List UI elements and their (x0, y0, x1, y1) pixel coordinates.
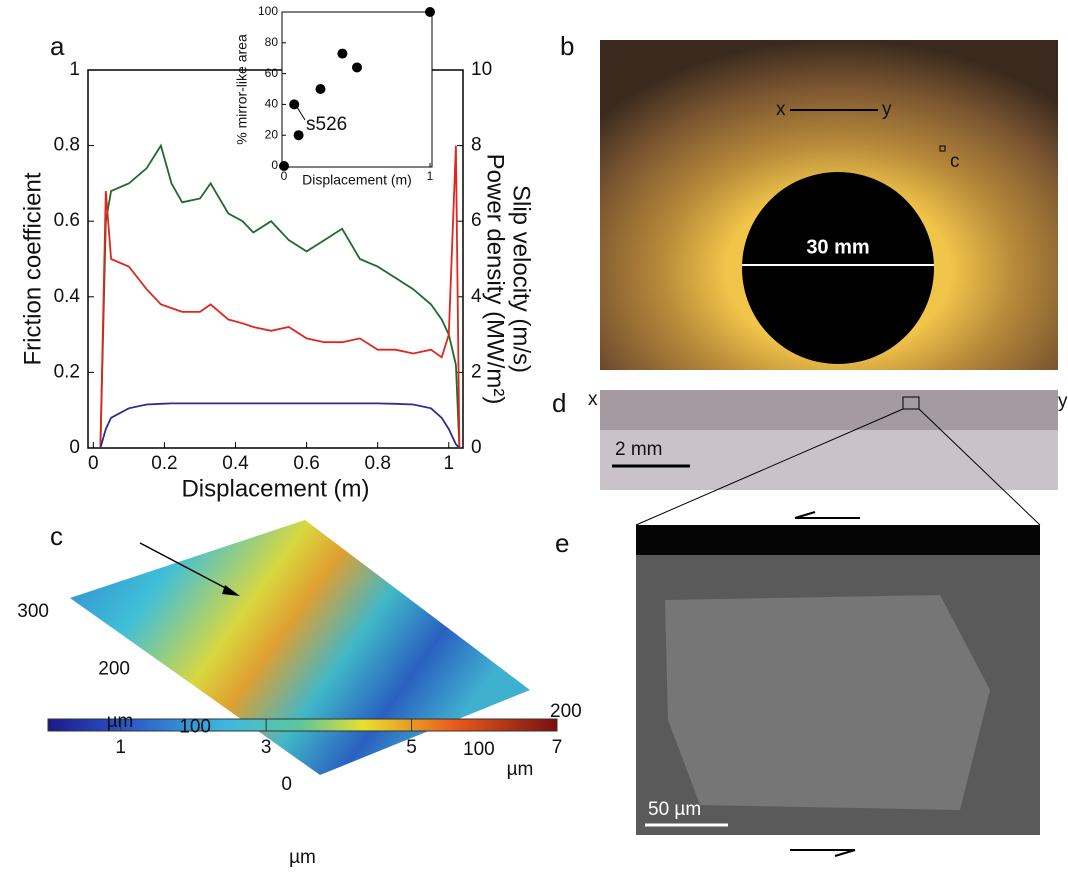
scale-label: 50 µm (648, 799, 701, 820)
y2-tick-label: 4 (471, 286, 482, 307)
y2-tick-label: 10 (471, 59, 492, 80)
x-tick-label: 7 (552, 737, 563, 758)
x-axis-label: µm (507, 759, 534, 780)
x-tick-label: 1 (443, 453, 454, 474)
x-tick-label: 1 (115, 737, 126, 758)
point (316, 84, 326, 94)
point (425, 7, 435, 17)
marker: x (588, 389, 598, 410)
x-tick-label: 5 (406, 737, 417, 758)
panel-label: e (555, 528, 569, 558)
panel-label: c (50, 521, 63, 551)
x-axis-label: µm (289, 847, 316, 868)
marker: x (776, 99, 786, 120)
shear-arrow (790, 850, 855, 856)
x-tick-label: 0 (281, 169, 288, 183)
scale-label: 30 mm (806, 236, 869, 258)
marker: c (950, 151, 960, 172)
panel-label: b (560, 31, 574, 61)
page: a b c d e 30 mm x y c x y 2 mm 50 µm 00.… (0, 0, 1068, 875)
inset-frame (282, 12, 432, 167)
x-tick-label: 0.8 (364, 453, 390, 474)
photo-band (600, 390, 1058, 430)
y-tick-label: 0.8 (54, 135, 80, 156)
point (337, 49, 347, 59)
marker: y (1058, 391, 1068, 412)
y-axis-label: % mirror-like area (234, 34, 250, 145)
y-tick-label: 200 (98, 659, 130, 680)
photo-top (636, 525, 1040, 555)
y-tick-label: 0.6 (54, 210, 80, 231)
y-tick-label: 0 (281, 774, 292, 795)
y-tick-label: 20 (265, 127, 279, 141)
y-tick-label: 40 (265, 97, 279, 111)
y2-tick-label: 0 (471, 437, 482, 458)
x-axis-label: Displacement (m) (302, 172, 412, 188)
x-tick-label: 0.2 (151, 453, 177, 474)
surface (70, 520, 530, 775)
series-line (100, 403, 459, 448)
x-tick-label: 3 (261, 737, 272, 758)
y2-tick-label: 8 (471, 135, 482, 156)
y2-axis-label: Slip velocity (m/s) (508, 185, 535, 373)
panel-label: a (50, 31, 65, 61)
grain (665, 595, 990, 810)
y-tick-label: 0 (271, 158, 278, 172)
y-tick-label: 300 (17, 601, 49, 622)
y-tick-label: 100 (258, 4, 278, 18)
shear-arrow (795, 512, 860, 518)
point (279, 161, 289, 171)
x-tick-label: 1 (427, 169, 434, 183)
x-tick-label: 0.6 (293, 453, 319, 474)
marker: y (882, 99, 892, 120)
y-axis-label: µm (107, 711, 134, 732)
point (294, 130, 304, 140)
y-tick-label: 0.4 (54, 286, 81, 307)
point (352, 62, 362, 72)
y-tick-label: 1 (69, 59, 80, 80)
x-tick-label: 100 (463, 739, 495, 760)
y2-axis-label: Power density (MW/m²) (482, 154, 509, 405)
panel-label: d (552, 388, 566, 418)
bore (742, 172, 934, 364)
scale-label: 2 mm (615, 439, 663, 460)
y-tick-label: 80 (265, 35, 279, 49)
annotation: s526 (306, 114, 347, 135)
y-tick-label: 0.2 (54, 361, 80, 382)
y-tick-label: 60 (265, 66, 279, 80)
figure: a b c d e 30 mm x y c x y 2 mm 50 µm 00.… (0, 0, 1068, 870)
x-tick-label: 0.4 (222, 453, 249, 474)
y2-tick-label: 2 (471, 361, 482, 382)
x-tick-label: 0 (88, 453, 99, 474)
y-tick-label: 100 (179, 716, 211, 737)
y-axis-label: Friction coefficient (19, 172, 46, 365)
y-tick-label: 0 (69, 437, 80, 458)
x-axis-label: Displacement (m) (181, 475, 369, 502)
x-tick-label: 200 (550, 701, 582, 722)
y2-tick-label: 6 (471, 210, 482, 231)
